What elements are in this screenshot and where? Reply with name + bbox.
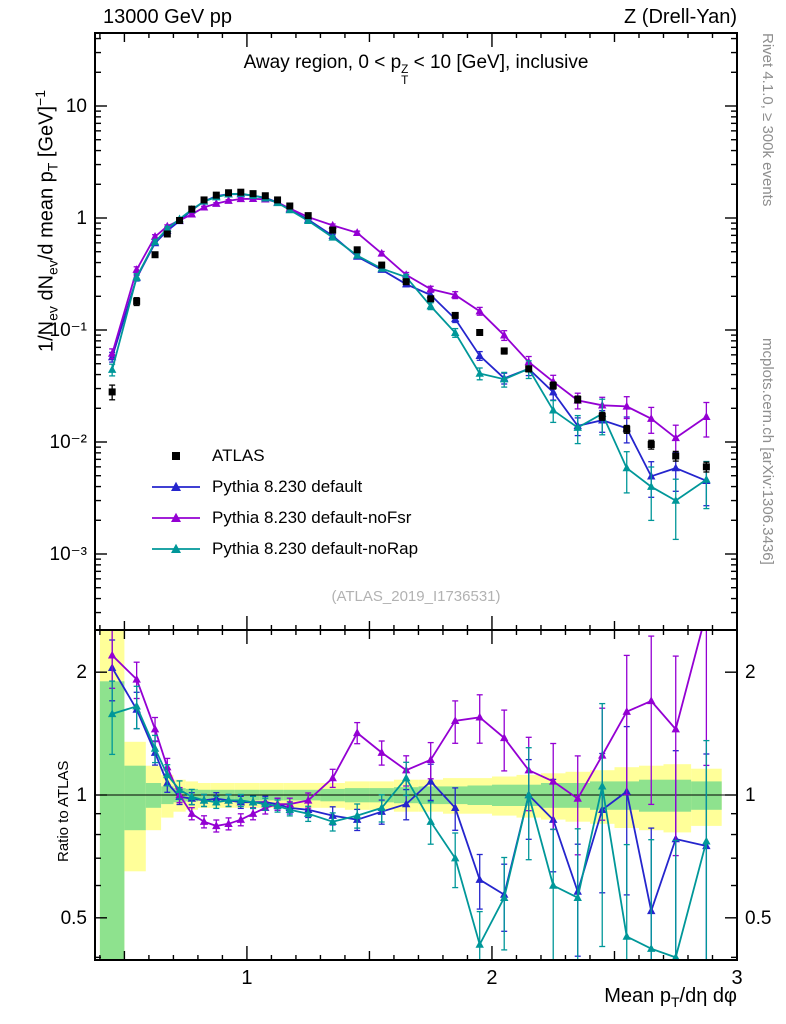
- ylabel-p1: 1/N: [35, 320, 58, 352]
- svg-text:10⁻²: 10⁻²: [50, 432, 88, 453]
- ylabel-s2: ev: [44, 260, 61, 275]
- svg-text:2: 2: [745, 662, 756, 683]
- process-label: Z (Drell-Yan): [624, 6, 737, 28]
- svg-text:10: 10: [66, 96, 87, 117]
- legend-label-atlas: ATLAS: [212, 445, 265, 465]
- xlabel-p1: Mean p: [604, 985, 671, 1007]
- legend-label-pythia-default: Pythia 8.230 default: [212, 476, 363, 496]
- ratio-axis-title-text: Ratio to ATLAS: [55, 760, 72, 862]
- legend-label-pythia-nofsr: Pythia 8.230 default-noFsr: [212, 507, 412, 527]
- plot-title-post: < 10 [GeV], inclusive: [408, 52, 589, 73]
- pythia-default-marker-icon: [150, 478, 202, 496]
- pythia-nofsr-marker-icon: [150, 509, 202, 527]
- legend-label-pythia-norap: Pythia 8.230 default-noRap: [212, 538, 419, 558]
- pythia-norap-marker-icon: [150, 540, 202, 558]
- svg-text:0.5: 0.5: [61, 908, 87, 929]
- legend-item-pythia-norap: Pythia 8.230 default-noRap: [150, 533, 418, 564]
- ylabel-s3: T: [44, 162, 61, 172]
- ylabel-p2: dN: [35, 274, 58, 307]
- ylabel-s1: ev: [44, 306, 61, 321]
- xlabel-p2: /dη dφ: [679, 985, 737, 1007]
- svg-text:1: 1: [241, 967, 252, 989]
- plot-title-sup: Z: [401, 63, 409, 77]
- beam-energy-label: 13000 GeV pp: [103, 6, 232, 28]
- legend: ATLAS Pythia 8.230 default Pythia 8.230 …: [150, 440, 418, 564]
- svg-text:2: 2: [486, 967, 497, 989]
- svg-text:1: 1: [745, 785, 756, 806]
- mcplots-arxiv-note: mcplots.cern.ch [arXiv:1306.3436]: [759, 338, 776, 565]
- legend-item-atlas: ATLAS: [150, 440, 418, 471]
- atlas-square-marker-icon: [150, 447, 202, 465]
- rivet-version-note: Rivet 4.1.0, ≥ 300k events: [759, 33, 776, 207]
- ylabel-sup: −1: [32, 89, 48, 106]
- svg-text:2: 2: [76, 662, 87, 683]
- svg-text:1: 1: [76, 785, 87, 806]
- ylabel-p4: [GeV]: [35, 105, 58, 163]
- plot-title-pre: Away region, 0 < p: [243, 52, 402, 73]
- legend-item-pythia-nofsr: Pythia 8.230 default-noFsr: [150, 502, 418, 533]
- xlabel-s1: T: [670, 994, 680, 1010]
- legend-item-pythia-default: Pythia 8.230 default: [150, 471, 418, 502]
- plot-title-sub: T: [401, 73, 409, 87]
- svg-text:1: 1: [76, 208, 87, 229]
- analysis-id-watermark: (ATLAS_2019_I1736531): [331, 588, 501, 605]
- svg-text:0.5: 0.5: [745, 908, 771, 929]
- svg-text:10⁻¹: 10⁻¹: [50, 320, 88, 341]
- ylabel-p3: /d mean p: [35, 171, 58, 261]
- svg-text:10⁻³: 10⁻³: [50, 544, 88, 565]
- svg-text:3: 3: [731, 967, 742, 989]
- x-axis-title: Mean pT/dη dφ: [604, 985, 737, 1010]
